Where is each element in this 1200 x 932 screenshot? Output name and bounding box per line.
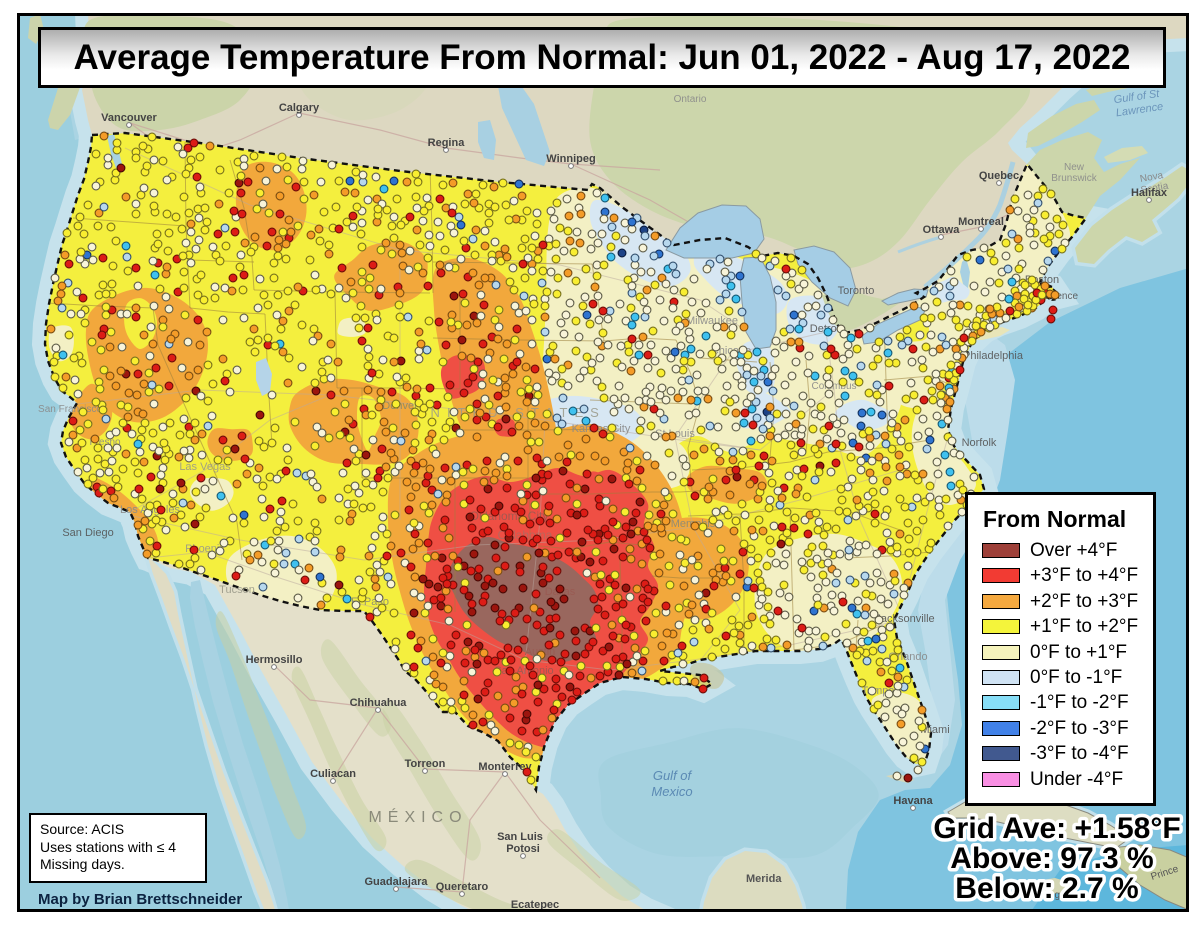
svg-text:Havana: Havana bbox=[893, 795, 933, 807]
svg-text:Columbus: Columbus bbox=[811, 381, 856, 392]
svg-text:Oklahoma City: Oklahoma City bbox=[470, 509, 549, 523]
svg-text:Nova: Nova bbox=[1139, 170, 1164, 185]
svg-text:Ottawa: Ottawa bbox=[923, 224, 961, 236]
svg-text:Grid Ave: +1.58°F: Grid Ave: +1.58°F bbox=[933, 812, 1180, 845]
svg-text:Philadelphia: Philadelphia bbox=[963, 350, 1024, 362]
svg-text:Montreal: Montreal bbox=[958, 216, 1004, 228]
svg-text:Tucson: Tucson bbox=[219, 584, 255, 596]
svg-text:MÉXICO: MÉXICO bbox=[368, 807, 467, 826]
svg-text:Ecatepec: Ecatepec bbox=[511, 899, 559, 911]
svg-text:Quebec: Quebec bbox=[979, 170, 1019, 182]
svg-text:Culiacan: Culiacan bbox=[310, 768, 356, 780]
svg-text:Regina: Regina bbox=[428, 137, 466, 149]
svg-text:Hermosillo: Hermosillo bbox=[246, 654, 303, 666]
svg-text:New: New bbox=[1064, 162, 1085, 173]
svg-text:Chihuahua: Chihuahua bbox=[350, 697, 408, 709]
svg-text:Calgary: Calgary bbox=[279, 102, 320, 114]
svg-text:Below: 2.7 %: Below: 2.7 % bbox=[955, 872, 1138, 905]
svg-text:Jacksonville: Jacksonville bbox=[875, 613, 934, 625]
svg-text:Miami: Miami bbox=[920, 724, 949, 736]
svg-text:Toronto: Toronto bbox=[838, 285, 875, 297]
svg-text:Mexico: Mexico bbox=[651, 784, 692, 799]
svg-text:San Francisco: San Francisco bbox=[38, 404, 102, 415]
svg-text:San Luis: San Luis bbox=[497, 831, 543, 843]
svg-text:Merida: Merida bbox=[746, 873, 782, 885]
svg-text:Kansas City: Kansas City bbox=[572, 423, 631, 435]
svg-text:Torreon: Torreon bbox=[405, 758, 446, 770]
svg-text:San Diego: San Diego bbox=[62, 527, 113, 539]
svg-text:Halifax: Halifax bbox=[1131, 187, 1168, 199]
svg-text:Potosi: Potosi bbox=[506, 843, 540, 855]
svg-text:Guadalajara: Guadalajara bbox=[365, 876, 429, 888]
svg-text:Kingston: Kingston bbox=[1040, 890, 1079, 901]
svg-text:Denver: Denver bbox=[382, 400, 418, 412]
svg-text:Queretaro: Queretaro bbox=[436, 881, 489, 893]
svg-text:Monterrey: Monterrey bbox=[478, 761, 532, 773]
svg-text:Winnipeg: Winnipeg bbox=[546, 153, 595, 165]
svg-text:Norfolk: Norfolk bbox=[962, 437, 997, 449]
svg-text:Fresno: Fresno bbox=[89, 437, 121, 448]
svg-text:Vancouver: Vancouver bbox=[101, 112, 157, 124]
svg-text:Scotia: Scotia bbox=[1140, 181, 1170, 197]
svg-text:Above: 97.3 %: Above: 97.3 % bbox=[950, 842, 1153, 875]
svg-text:Gulf of: Gulf of bbox=[653, 768, 693, 783]
svg-text:Brunswick: Brunswick bbox=[1051, 173, 1098, 184]
svg-text:Ontario: Ontario bbox=[674, 94, 707, 105]
svg-text:UNITED STATES: UNITED STATES bbox=[414, 405, 606, 420]
